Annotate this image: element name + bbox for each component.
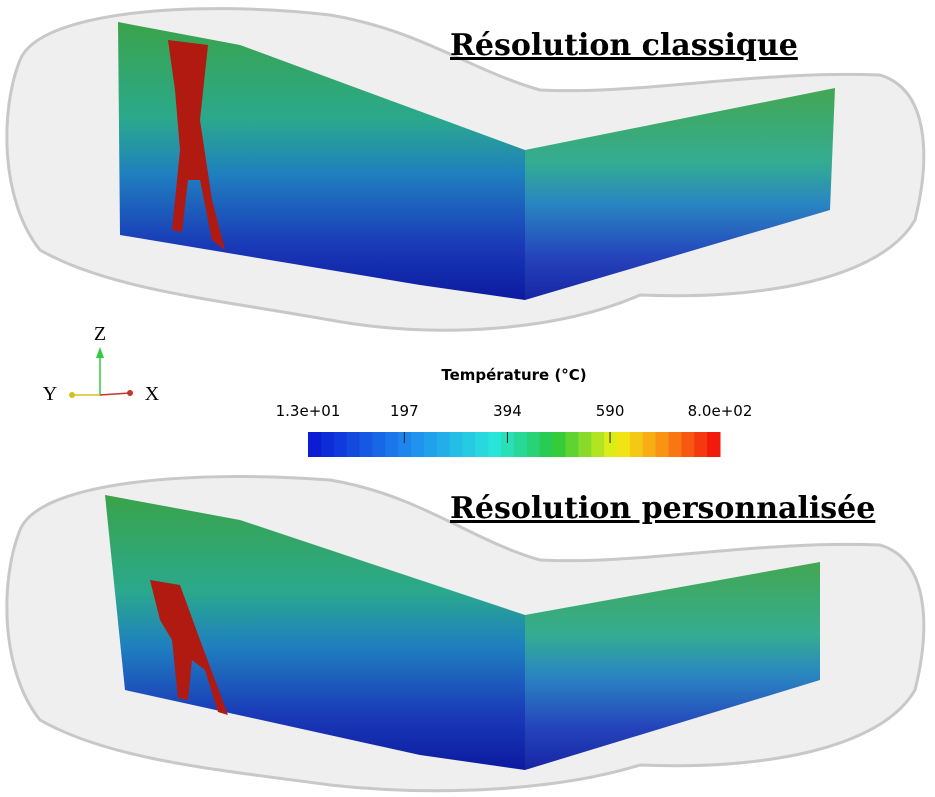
colorbar-cell <box>411 432 425 457</box>
colorbar-cell <box>449 432 463 457</box>
colorbar-cell <box>462 432 476 457</box>
colorbar-cell <box>475 432 489 457</box>
colorbar-cell <box>707 432 721 457</box>
colorbar-cell <box>526 432 541 457</box>
render-top: Résolution classique <box>5 7 926 332</box>
colorbar-tick-label: 590 <box>596 402 625 420</box>
colorbar-cell <box>655 432 669 457</box>
colorbar-cell <box>539 432 554 457</box>
colorbar-title: Température (°C) <box>441 366 586 384</box>
render-bottom: Résolution personnalisée <box>5 475 926 793</box>
colorbar-cell <box>333 432 348 457</box>
colorbar-cell <box>629 432 644 457</box>
colorbar-cell <box>320 432 335 457</box>
axes-triad: Z Y X <box>43 323 160 405</box>
x-label: X <box>145 383 160 405</box>
panel-title: Résolution classique <box>450 28 798 63</box>
slab-left <box>105 495 525 770</box>
panel-title: Résolution personnalisée <box>450 491 875 526</box>
colorbar-cell <box>552 432 566 457</box>
slab-right <box>525 562 820 770</box>
y-arrow <box>69 392 75 398</box>
colorbar-tick-label: 197 <box>390 402 419 420</box>
colorbar-tick-label: 394 <box>493 402 522 420</box>
colorbar-tick-label: 8.0e+02 <box>688 402 753 420</box>
colorbar-cell <box>617 432 631 457</box>
colorbar-cell <box>359 432 373 457</box>
colorbar-cell <box>514 432 528 457</box>
y-label: Y <box>43 383 57 405</box>
colorbar-cell <box>694 432 708 457</box>
colorbar-cell <box>565 432 579 457</box>
colorbar-cell <box>668 432 682 457</box>
colorbar-cell <box>578 432 592 457</box>
colorbar-cell <box>423 432 438 457</box>
x-arrow <box>127 390 133 396</box>
colorbar-cell <box>501 432 515 457</box>
colorbar-cell <box>436 432 451 457</box>
colorbar-cell <box>372 432 386 457</box>
colorbar-cell <box>308 432 322 457</box>
z-arrow <box>96 347 104 358</box>
colorbar-cell <box>591 432 605 457</box>
colorbar-cell <box>346 432 360 457</box>
colorbar-cell <box>488 432 502 457</box>
plume <box>168 40 225 250</box>
colorbar-cell <box>642 432 657 457</box>
colorbar-cell <box>681 432 695 457</box>
colorbar-tick-label: 1.3e+01 <box>276 402 341 420</box>
z-label: Z <box>94 323 106 345</box>
slab-right <box>525 88 835 300</box>
plume <box>150 580 228 715</box>
colorbar-cell <box>604 432 618 457</box>
colorbar-cell <box>385 432 399 457</box>
colorbar-cell <box>398 432 412 457</box>
x-axis <box>99 392 131 396</box>
colorbar: Température (°C) 1.3e+01 197 394 590 8.0e+02 <box>276 366 753 457</box>
